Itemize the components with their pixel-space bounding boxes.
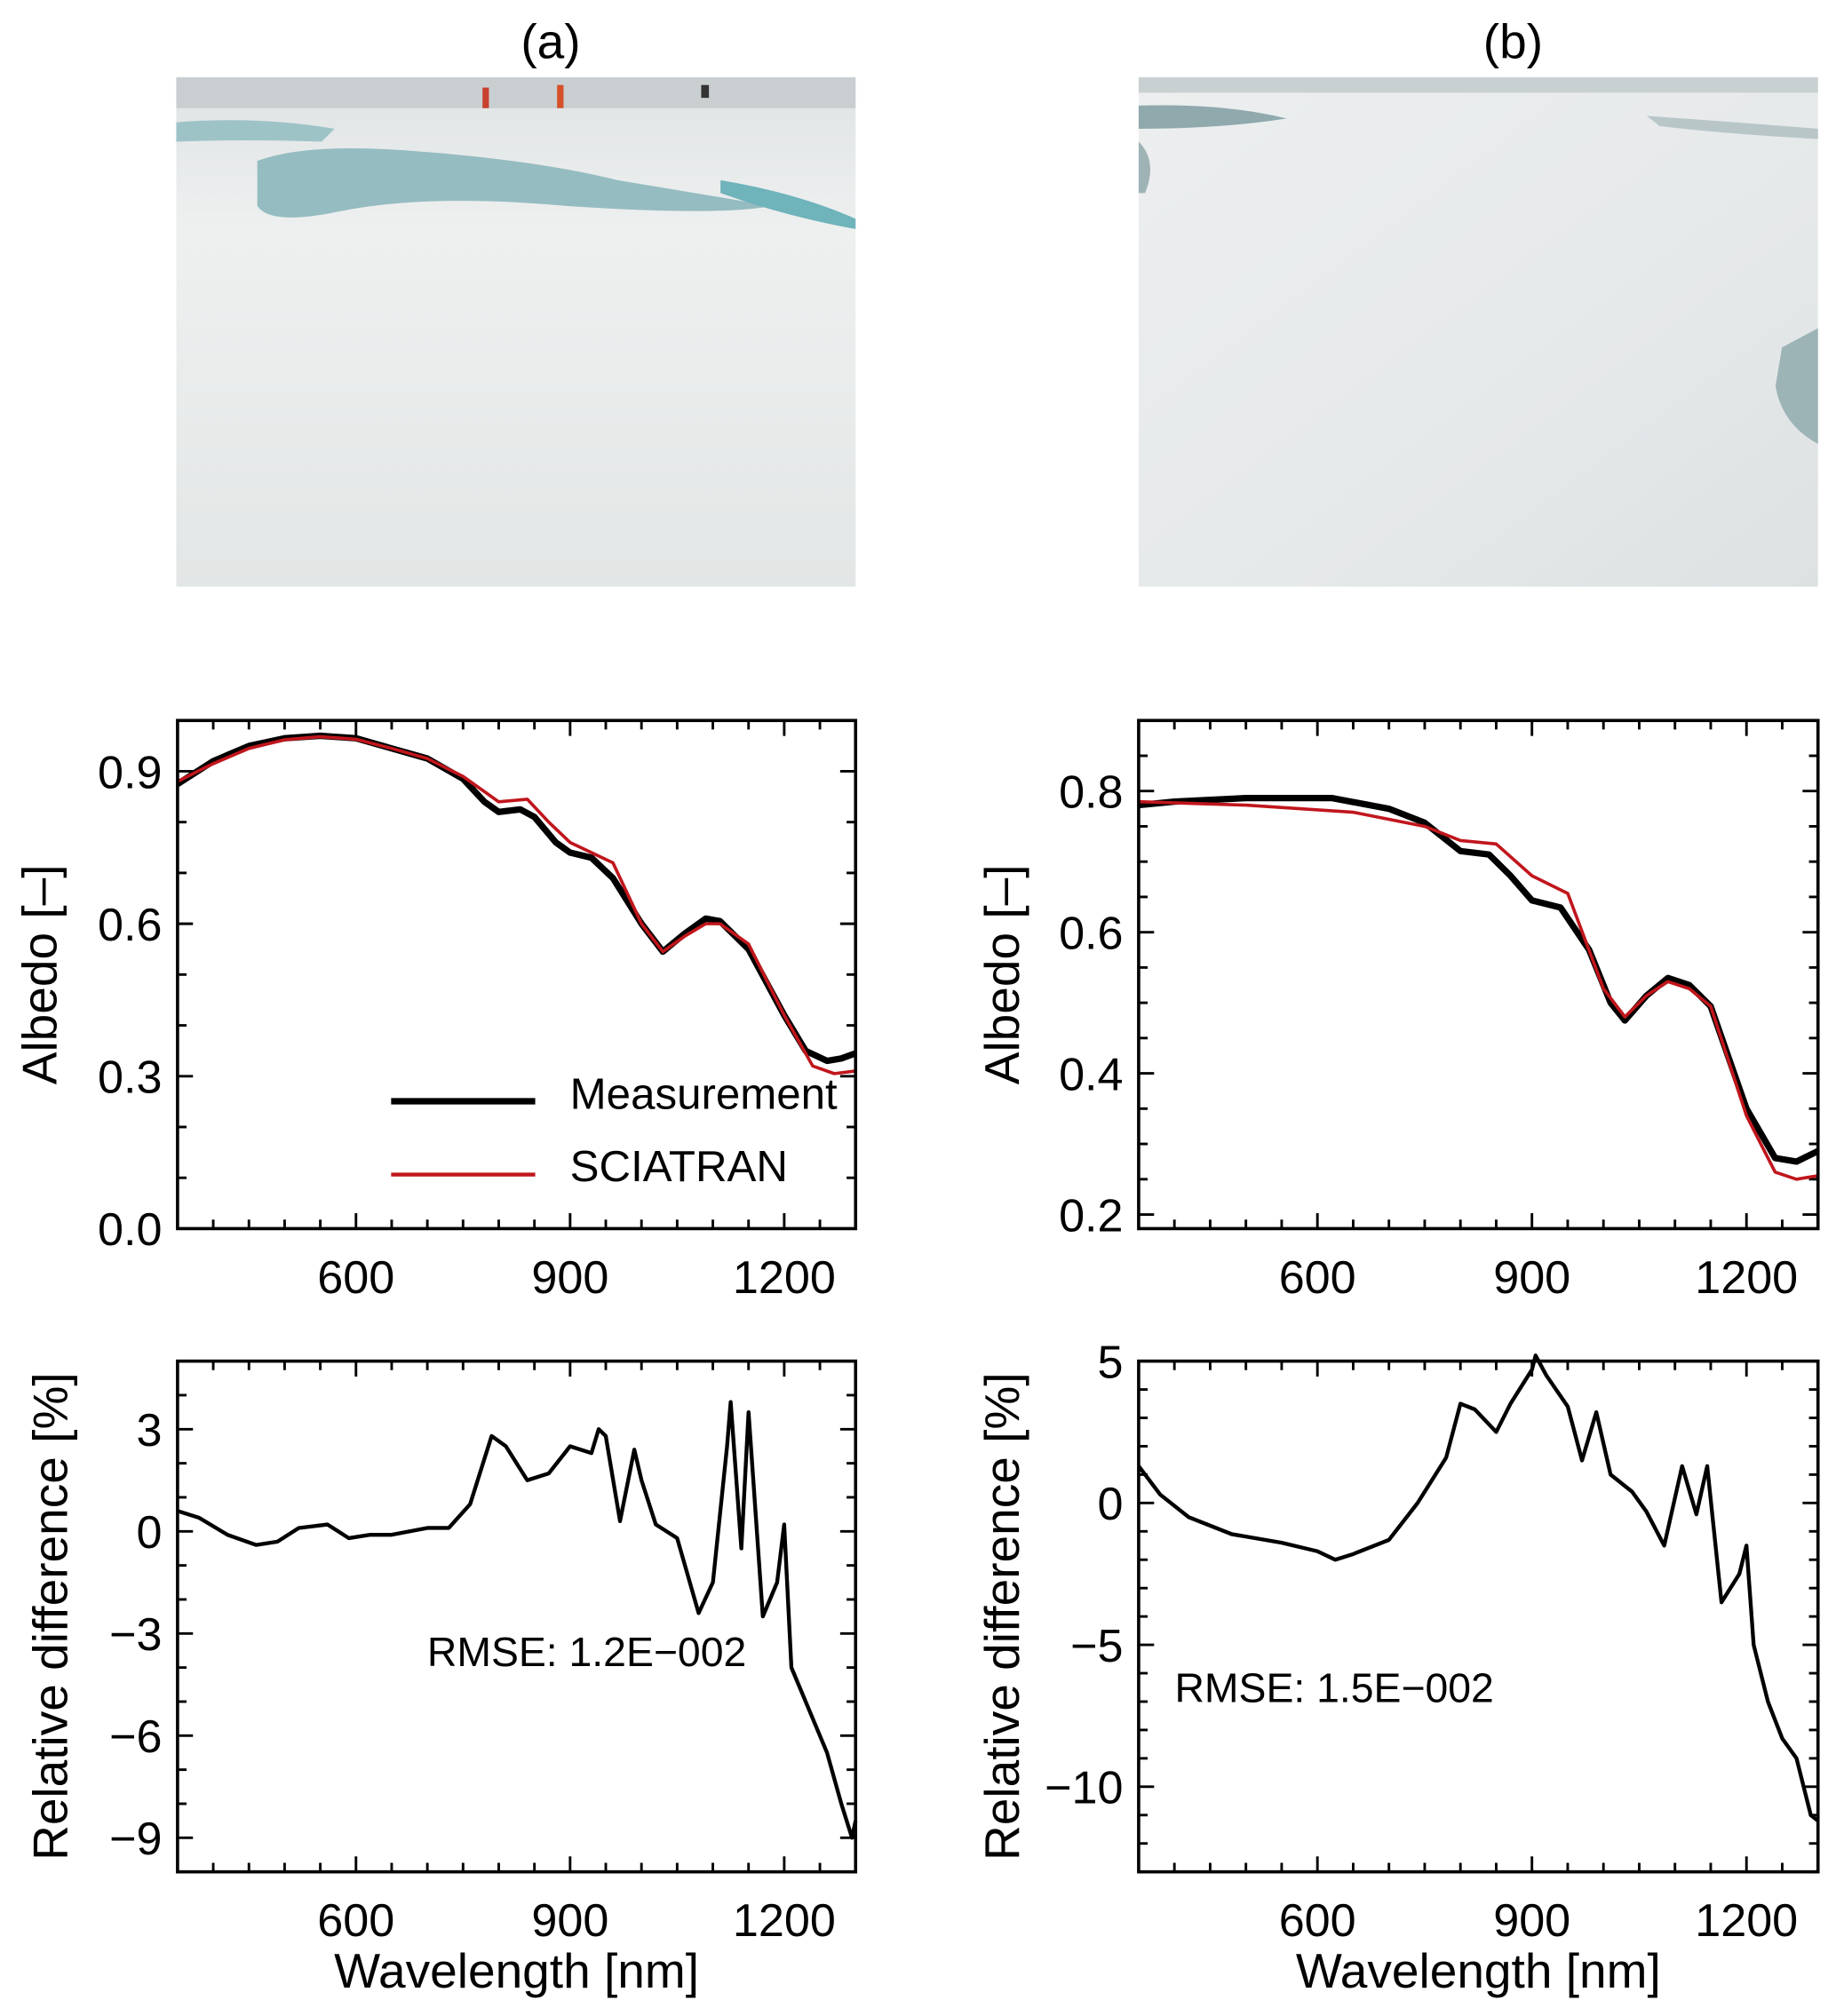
y-tick-label: −6 bbox=[109, 1711, 162, 1763]
y-tick-label: 0.0 bbox=[98, 1204, 162, 1256]
series-line-measurement bbox=[1138, 794, 1820, 1165]
y-tick-label: 0 bbox=[1098, 1479, 1124, 1530]
series-line-measurement bbox=[175, 732, 857, 1065]
y-tick-label: 0.8 bbox=[1059, 767, 1123, 819]
y-tick-label: 0 bbox=[137, 1507, 163, 1559]
x-tick-label: 900 bbox=[1493, 1252, 1570, 1304]
y-tick-label: 3 bbox=[137, 1405, 163, 1456]
photo-a bbox=[176, 77, 856, 587]
series-line-sciatran bbox=[1138, 799, 1819, 1181]
x-tick-label: 900 bbox=[531, 1895, 608, 1947]
legend-label-measurement: Measurement bbox=[570, 1070, 838, 1119]
y-tick-label: 5 bbox=[1098, 1337, 1124, 1388]
chart-panel-2: 600 900 1200 −9 −6 −3 0 3 Relative difference [%… bbox=[22, 1359, 858, 1998]
plot-frame bbox=[176, 718, 858, 1231]
x-tick-label: 1200 bbox=[733, 1252, 836, 1304]
plot-frame bbox=[176, 1359, 858, 1874]
x-tick-label: 900 bbox=[1493, 1895, 1570, 1947]
x-tick-label: 900 bbox=[531, 1252, 608, 1304]
series-line-relative-difference bbox=[177, 1400, 858, 1840]
chart-panel-0: 600 900 1200 0.0 0.3 0.6 0.9 Albedo [–] bbox=[12, 718, 858, 1304]
y-axis-label: Relative difference [%] bbox=[974, 1372, 1029, 1861]
photo-b bbox=[1138, 77, 1818, 587]
rmse-annotation-a: RMSE: 1.2E−002 bbox=[427, 1629, 746, 1675]
panel-title-b: (b) bbox=[1483, 13, 1543, 68]
y-axis-label: Albedo [–] bbox=[974, 864, 1029, 1084]
panel-title-a: (a) bbox=[521, 13, 580, 68]
x-tick-label: 600 bbox=[317, 1252, 394, 1304]
y-tick-label: 0.2 bbox=[1059, 1190, 1123, 1242]
y-tick-label: 0.3 bbox=[98, 1052, 162, 1104]
series-line-relative-difference bbox=[1137, 1353, 1820, 1822]
legend: Measurement SCIATRAN bbox=[391, 1070, 838, 1191]
chart-panel-3: 600 900 1200 −10 −5 0 5 Relative difference [%]… bbox=[974, 1337, 1820, 1998]
y-axis-label: Albedo [–] bbox=[12, 864, 68, 1084]
x-tick-label: 600 bbox=[317, 1895, 394, 1947]
plot-frame bbox=[1137, 1359, 1820, 1874]
x-tick-label: 1200 bbox=[1695, 1252, 1798, 1304]
legend-label-sciatran: SCIATRAN bbox=[570, 1142, 788, 1191]
x-tick-label: 1200 bbox=[733, 1895, 836, 1947]
x-axis-label: Wavelength [nm] bbox=[1296, 1943, 1661, 1998]
y-tick-label: 0.9 bbox=[98, 747, 162, 798]
y-tick-label: 0.6 bbox=[98, 900, 162, 951]
y-tick-label: −5 bbox=[1070, 1621, 1123, 1672]
y-tick-label: −10 bbox=[1045, 1763, 1123, 1814]
x-tick-label: 1200 bbox=[1695, 1895, 1798, 1947]
rmse-annotation-b: RMSE: 1.5E−002 bbox=[1174, 1664, 1493, 1710]
x-tick-label: 600 bbox=[1279, 1252, 1356, 1304]
series-line-sciatran bbox=[177, 734, 856, 1075]
x-tick-label: 600 bbox=[1279, 1895, 1356, 1947]
plot-frame bbox=[1137, 718, 1820, 1231]
y-tick-label: 0.4 bbox=[1059, 1049, 1123, 1100]
y-axis-label: Relative difference [%] bbox=[22, 1372, 77, 1861]
y-tick-label: −3 bbox=[109, 1609, 162, 1661]
x-axis-label: Wavelength [nm] bbox=[334, 1943, 699, 1998]
y-tick-label: 0.6 bbox=[1059, 908, 1123, 959]
chart-panel-1: 600 900 1200 0.2 0.4 0.6 0.8 Albedo [–] bbox=[974, 718, 1820, 1304]
y-tick-label: −9 bbox=[109, 1814, 162, 1865]
